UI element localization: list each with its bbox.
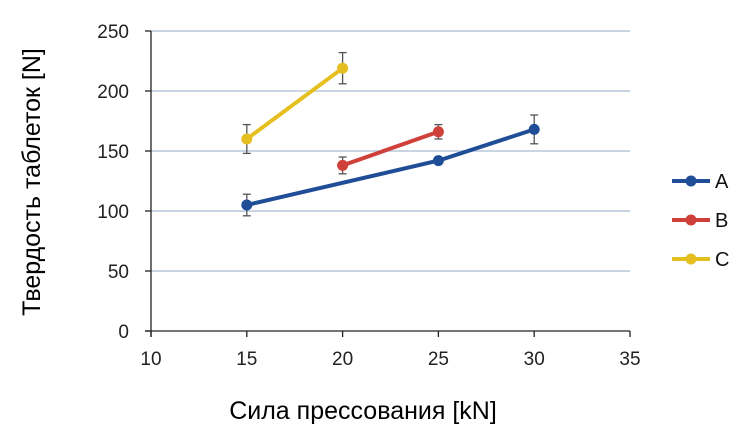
legend-entry-B: B bbox=[672, 210, 728, 232]
x-axis-label: Сила прессования [kN] bbox=[229, 397, 497, 425]
series-layer bbox=[241, 51, 540, 217]
series-line-C bbox=[244, 66, 345, 141]
legend-label: B bbox=[715, 210, 728, 232]
series-C bbox=[241, 51, 349, 155]
data-point-C bbox=[337, 62, 349, 74]
data-point-A bbox=[432, 155, 444, 167]
x-tick-label: 30 bbox=[524, 349, 545, 370]
data-point-A bbox=[241, 199, 253, 211]
legend-marker bbox=[685, 253, 697, 265]
x-tick-label: 15 bbox=[236, 349, 257, 370]
x-tick-label: 25 bbox=[428, 349, 449, 370]
axes: 0 50 100 150 200 250 10 15 20 25 30 35 bbox=[97, 22, 640, 370]
x-tick-label: 20 bbox=[332, 349, 353, 370]
legend: ABC bbox=[672, 171, 729, 271]
data-point-A bbox=[528, 123, 540, 135]
legend-marker bbox=[685, 175, 697, 187]
y-tick-label: 200 bbox=[97, 82, 129, 103]
y-axis-label: Твердость таблеток [N] bbox=[18, 48, 46, 316]
data-point-B bbox=[337, 159, 349, 171]
legend-entry-C: C bbox=[672, 249, 729, 271]
grid-lines bbox=[151, 30, 630, 272]
y-tick-label: 100 bbox=[97, 202, 129, 223]
y-tick-label: 250 bbox=[97, 22, 129, 43]
data-point-B bbox=[432, 126, 444, 138]
legend-entry-A: A bbox=[672, 171, 729, 193]
legend-marker bbox=[685, 214, 697, 226]
legend-label: A bbox=[715, 171, 729, 193]
series-A bbox=[241, 114, 540, 217]
legend-label: C bbox=[715, 249, 729, 271]
data-point-C bbox=[241, 133, 253, 145]
y-tick-label: 150 bbox=[97, 142, 129, 163]
x-tick-label: 35 bbox=[619, 349, 640, 370]
x-tick-label: 10 bbox=[140, 349, 161, 370]
y-tick-label: 0 bbox=[118, 322, 129, 343]
series-line-A bbox=[244, 127, 537, 207]
series-line-B bbox=[340, 129, 441, 168]
series-B bbox=[337, 123, 444, 175]
y-tick-label: 50 bbox=[108, 262, 129, 283]
